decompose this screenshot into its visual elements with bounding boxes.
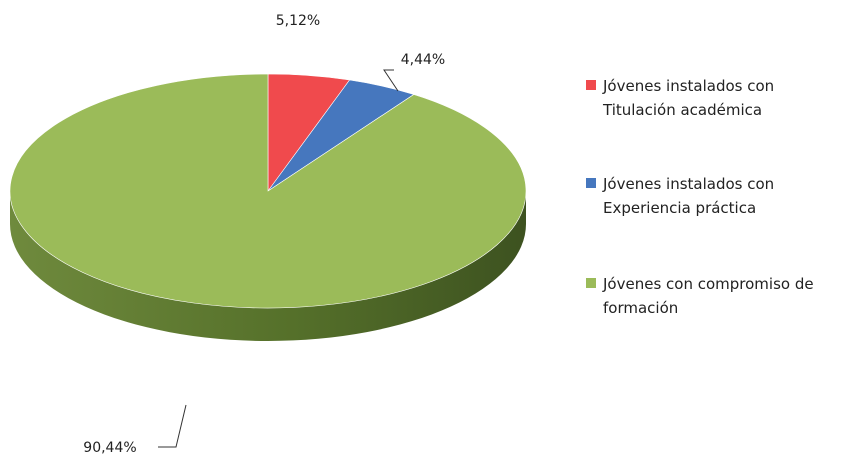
- legend-swatch-red: [586, 80, 596, 90]
- legend-swatch-green: [586, 278, 596, 288]
- leader-lines: [158, 69, 399, 448]
- legend-label: Jóvenes instalados con Titulación académ…: [603, 77, 775, 119]
- legend-item-titulacion[interactable]: Jóvenes instalados con Titulación académ…: [583, 74, 853, 122]
- data-label-experiencia: 4,44%: [401, 52, 445, 68]
- pie-side-wall: [10, 191, 526, 341]
- data-label-titulacion: 5,12%: [276, 13, 320, 29]
- legend-label: Jóvenes instalados con Experiencia práct…: [603, 175, 775, 217]
- data-labels: 5,12% 4,44% 90,44%: [83, 13, 445, 456]
- pie-depth: [10, 191, 526, 341]
- legend-item-compromiso[interactable]: Jóvenes con compromiso de formación: [583, 272, 853, 320]
- legend-swatch-blue: [586, 178, 596, 188]
- pie-slice-compromiso[interactable]: [9, 73, 527, 309]
- legend-item-experiencia[interactable]: Jóvenes instalados con Experiencia práct…: [583, 172, 853, 220]
- chart-legend: Jóvenes instalados con Titulación académ…: [583, 74, 853, 370]
- leader-line: [158, 404, 187, 448]
- data-label-compromiso: 90,44%: [83, 440, 136, 456]
- pie-top: [9, 73, 527, 309]
- leader-line: [383, 69, 399, 92]
- legend-label: Jóvenes con compromiso de formación: [603, 275, 814, 317]
